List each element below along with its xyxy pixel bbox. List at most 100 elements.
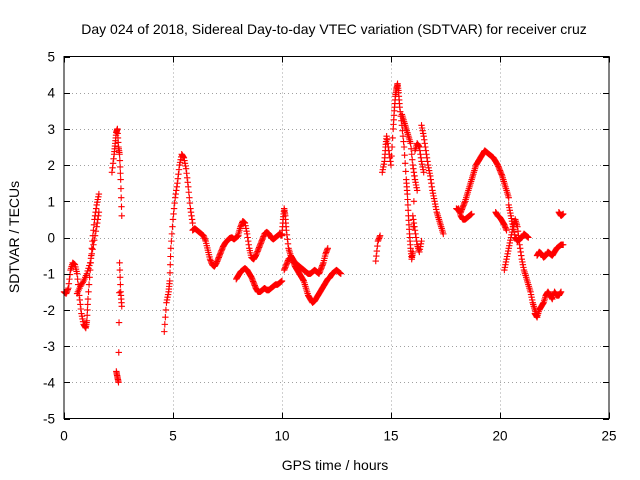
data-point: [115, 349, 122, 356]
data-point: [409, 156, 416, 163]
data-point: [278, 277, 286, 285]
data-point: [400, 143, 408, 151]
data-point: [83, 312, 91, 319]
data-point: [166, 269, 174, 276]
axis-ticks: 0 5 10 15 20 25 -5 -4 -3 -2 -1 0 1 2 3 4 5: [43, 50, 617, 444]
data-point: [92, 227, 100, 235]
data-point: [90, 241, 97, 248]
data-point: [166, 277, 173, 285]
data-point: [167, 245, 175, 252]
data-point: [401, 160, 409, 167]
data-point: [117, 170, 124, 177]
data-point: [115, 319, 123, 326]
data-point: [118, 303, 125, 310]
data-point: [95, 190, 103, 198]
data-point: [89, 246, 96, 253]
data-point: [404, 201, 412, 209]
data-point: [186, 199, 194, 207]
data-point: [118, 194, 125, 201]
data-point: [389, 134, 396, 142]
data-point: [73, 270, 81, 277]
data-point: [85, 288, 92, 295]
data-point: [170, 210, 177, 218]
data-point: [402, 168, 409, 175]
data-point: [171, 199, 178, 207]
data-point: [84, 301, 91, 308]
data-point: [170, 205, 178, 212]
y-tick-label: -5: [43, 412, 55, 427]
data-point: [560, 241, 567, 248]
data-point: [161, 321, 169, 328]
data-points: [60, 80, 567, 386]
data-point: [116, 274, 124, 281]
data-point: [399, 132, 407, 140]
y-tick-label: 1: [47, 194, 55, 209]
data-point: [88, 250, 95, 257]
y-tick-label: 3: [47, 122, 55, 137]
data-point: [420, 169, 427, 176]
data-point: [404, 207, 412, 214]
data-point: [83, 317, 91, 324]
data-point: [116, 266, 124, 274]
data-point: [525, 234, 532, 241]
data-point: [117, 281, 124, 288]
data-point: [168, 237, 175, 245]
data-point: [116, 151, 123, 158]
data-point: [118, 212, 125, 219]
data-point: [95, 208, 103, 216]
data-point: [185, 183, 192, 191]
data-point: [185, 189, 193, 196]
data-point: [167, 253, 174, 260]
chart-title: Day 024 of 2018, Sidereal Day-to-day VTE…: [81, 21, 587, 37]
data-point: [116, 259, 123, 267]
x-tick-label: 20: [492, 429, 507, 444]
data-point: [404, 196, 411, 203]
data-point: [400, 138, 407, 145]
data-point: [505, 194, 512, 201]
data-point: [404, 190, 411, 198]
data-point: [557, 288, 565, 295]
x-tick-label: 15: [383, 429, 398, 444]
data-point: [189, 219, 196, 227]
data-point: [116, 157, 124, 164]
y-tick-label: -1: [43, 267, 55, 282]
data-point: [84, 267, 91, 275]
data-point: [117, 185, 125, 192]
x-tick-label: 5: [169, 429, 177, 444]
data-point: [168, 230, 176, 238]
y-tick-label: -3: [43, 339, 55, 354]
data-point: [376, 232, 384, 239]
data-point: [162, 313, 169, 321]
data-point: [74, 275, 81, 283]
data-point: [117, 176, 124, 183]
data-point: [88, 245, 95, 252]
data-point: [87, 255, 95, 262]
data-point: [503, 227, 510, 234]
data-point: [413, 187, 421, 194]
data-point: [91, 237, 98, 244]
y-tick-label: 0: [47, 231, 55, 246]
y-tick-label: 5: [47, 50, 55, 65]
data-point: [440, 230, 447, 238]
data-point: [407, 140, 414, 147]
data-point: [387, 161, 395, 169]
x-tick-label: 25: [601, 429, 616, 444]
data-point: [161, 328, 168, 335]
data-point: [118, 203, 125, 210]
data-point: [468, 210, 475, 218]
data-point: [84, 306, 91, 314]
x-tick-label: 10: [274, 429, 289, 444]
y-axis-label: SDTVAR / TECUs: [6, 181, 22, 293]
data-point: [410, 198, 418, 205]
data-point: [388, 143, 396, 151]
data-point: [407, 145, 415, 153]
data-point: [186, 194, 193, 201]
data-point: [401, 151, 408, 159]
plot-frame: [63, 56, 610, 419]
data-point: [409, 248, 416, 256]
data-point: [83, 270, 91, 277]
data-point: [85, 281, 93, 288]
data-point: [167, 261, 174, 268]
data-point: [408, 151, 415, 158]
